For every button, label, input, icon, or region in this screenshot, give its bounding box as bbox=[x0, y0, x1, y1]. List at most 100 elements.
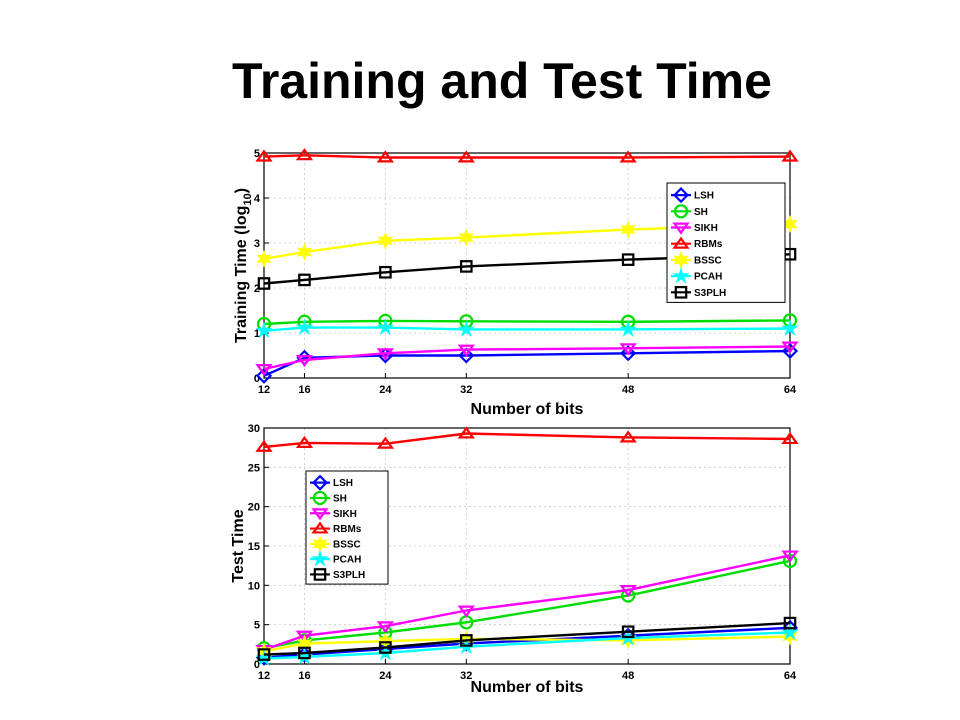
legend-marker-rbms bbox=[672, 236, 690, 249]
series-line-sikh bbox=[263, 554, 791, 651]
x-tick-label: 64 bbox=[784, 670, 797, 682]
legend-label-sikh: SIKH bbox=[333, 509, 357, 520]
data-point-rbms bbox=[457, 426, 475, 439]
data-point-lsh bbox=[255, 367, 273, 384]
x-tick-label: 48 bbox=[622, 670, 634, 682]
series-line-pcah bbox=[263, 631, 791, 660]
data-point-s3plh bbox=[460, 634, 473, 647]
data-point-s3plh bbox=[379, 265, 392, 279]
legend-label-lsh: LSH bbox=[694, 191, 714, 202]
data-point-pcah bbox=[295, 318, 314, 336]
y-tick-label: 1 bbox=[254, 328, 260, 340]
x-tick-label: 24 bbox=[379, 384, 392, 396]
y-axis-label: Test Time bbox=[230, 509, 247, 582]
x-tick-label: 24 bbox=[379, 670, 392, 682]
legend-marker-sh bbox=[673, 204, 689, 219]
data-point-rbms bbox=[295, 435, 314, 448]
test-time-chart: 12 16 24 32 48 64 0 5 10 15 20 25 30 Number of bits Te… bbox=[230, 423, 799, 696]
data-point-rbms bbox=[619, 430, 637, 443]
data-point-s3plh bbox=[621, 253, 635, 266]
y-tick-label: 5 bbox=[254, 148, 260, 160]
y-tick-label: 3 bbox=[254, 238, 260, 250]
data-point-rbms bbox=[376, 150, 395, 163]
data-point-bssc bbox=[377, 231, 394, 250]
x-axis-label: Number of bits bbox=[471, 401, 584, 418]
legend-marker-s3plh bbox=[313, 568, 327, 581]
data-point-pcah bbox=[781, 623, 799, 640]
data-point-s3plh bbox=[379, 641, 392, 654]
y-tick-label: 2 bbox=[254, 283, 260, 295]
legend-marker-pcah bbox=[311, 549, 329, 567]
series-line-rbms bbox=[263, 154, 791, 159]
data-point-pcah bbox=[619, 320, 637, 337]
series-line-s3plh bbox=[263, 621, 791, 656]
data-point-rbms bbox=[781, 149, 799, 162]
y-tick-label: 20 bbox=[248, 502, 260, 514]
data-point-s3plh bbox=[298, 273, 311, 287]
series-line-bssc bbox=[263, 222, 791, 260]
legend-label-sh: SH bbox=[694, 207, 708, 218]
legend-marker-lsh bbox=[672, 187, 690, 204]
y-tick-label: 30 bbox=[248, 423, 260, 435]
data-point-sikh bbox=[376, 621, 395, 634]
data-point-lsh bbox=[620, 345, 637, 362]
legend-label-s3plh: S3PLH bbox=[694, 288, 726, 299]
data-point-bssc bbox=[620, 220, 636, 239]
data-point-sikh bbox=[457, 344, 475, 357]
data-point-bssc bbox=[458, 228, 474, 247]
data-point-s3plh bbox=[460, 260, 473, 273]
legend-label-sikh: SIKH bbox=[694, 223, 718, 234]
y-axis-label-subscript: 10 bbox=[242, 193, 254, 205]
x-axis-label: Number of bits bbox=[471, 679, 584, 696]
data-point-s3plh bbox=[621, 625, 635, 639]
y-tick-label: 0 bbox=[254, 659, 260, 671]
data-point-lsh bbox=[781, 342, 799, 360]
data-point-sikh bbox=[457, 605, 475, 618]
data-point-sikh bbox=[376, 348, 395, 361]
data-point-pcah bbox=[376, 318, 395, 336]
data-point-sikh bbox=[295, 355, 314, 368]
data-point-s3plh bbox=[298, 646, 311, 660]
x-tick-label: 16 bbox=[298, 670, 310, 682]
y-axis-label-close: ) bbox=[233, 188, 250, 193]
data-point-sikh bbox=[781, 550, 799, 563]
x-tick-label: 48 bbox=[622, 384, 634, 396]
y-tick-label: 4 bbox=[254, 193, 261, 205]
data-point-sikh bbox=[255, 364, 273, 377]
legend-label-rbms: RBMs bbox=[694, 239, 723, 250]
legend-label-pcah: PCAH bbox=[694, 272, 722, 283]
x-tick-label: 16 bbox=[298, 384, 310, 396]
series-line-bssc bbox=[263, 635, 791, 653]
x-tick-label: 64 bbox=[784, 384, 797, 396]
legend-marker-lsh bbox=[311, 474, 329, 491]
legend-label-sh: SH bbox=[333, 493, 347, 504]
data-point-lsh bbox=[458, 347, 475, 364]
legend-marker-sikh bbox=[672, 222, 690, 235]
data-point-s3plh bbox=[257, 277, 271, 290]
data-point-rbms bbox=[781, 431, 799, 445]
y-tick-label: 15 bbox=[248, 541, 260, 553]
data-point-sikh bbox=[781, 341, 799, 354]
legend-marker-rbms bbox=[311, 521, 329, 534]
series-line-s3plh bbox=[263, 253, 791, 285]
data-point-sikh bbox=[619, 343, 637, 356]
data-point-rbms bbox=[457, 150, 475, 163]
data-point-rbms bbox=[295, 148, 314, 161]
series-line-sikh bbox=[263, 345, 791, 371]
legend-marker-sh bbox=[312, 490, 328, 506]
data-point-rbms bbox=[619, 150, 637, 163]
series-line-pcah bbox=[263, 326, 791, 332]
data-point-bssc bbox=[296, 243, 313, 261]
data-point-pcah bbox=[457, 320, 476, 337]
data-point-sikh bbox=[295, 630, 314, 643]
data-point-rbms bbox=[376, 436, 395, 449]
data-point-pcah bbox=[781, 319, 799, 337]
data-point-rbms bbox=[255, 439, 273, 452]
x-tick-label: 12 bbox=[258, 384, 270, 396]
y-axis-label: Training Time (log10) bbox=[233, 188, 254, 343]
data-point-s3plh bbox=[257, 648, 271, 661]
legend-marker-sikh bbox=[311, 508, 329, 521]
legend-marker-s3plh bbox=[674, 286, 688, 299]
x-tick-label: 32 bbox=[460, 384, 472, 396]
